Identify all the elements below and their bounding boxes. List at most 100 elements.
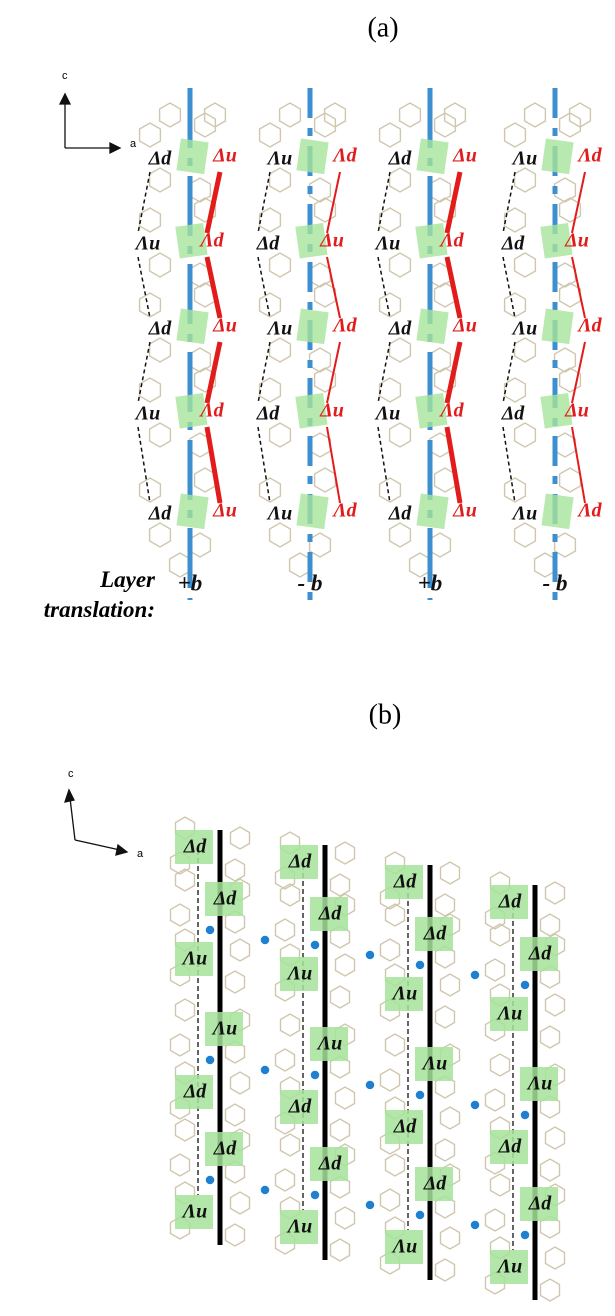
- ring: [150, 523, 171, 547]
- octahedron: [296, 309, 328, 345]
- link: [378, 172, 390, 233]
- label: Δu: [319, 230, 344, 252]
- ring: [176, 999, 195, 1021]
- ring: [505, 293, 526, 317]
- label: Λu: [526, 1073, 552, 1095]
- ring: [491, 924, 510, 946]
- label: Λd: [331, 500, 357, 522]
- label: Δd: [423, 1173, 448, 1195]
- ion: [520, 1230, 530, 1240]
- link: [207, 172, 220, 233]
- ring: [140, 293, 161, 317]
- ring: [270, 253, 291, 277]
- ion: [310, 1070, 320, 1080]
- ring: [546, 1247, 565, 1269]
- ring: [310, 263, 331, 287]
- label: Λu: [391, 1236, 417, 1258]
- link: [447, 427, 460, 503]
- ring: [380, 208, 401, 232]
- label: Δd: [423, 923, 448, 945]
- label: Δd: [256, 233, 281, 255]
- ion: [260, 1185, 270, 1195]
- label: Λu: [374, 403, 400, 425]
- ring: [150, 338, 171, 362]
- ring: [380, 378, 401, 402]
- label: Λd: [438, 230, 464, 252]
- label: Λd: [576, 315, 602, 337]
- label: Δd: [498, 891, 523, 913]
- ring: [260, 378, 281, 402]
- ring: [226, 1224, 245, 1246]
- ring: [430, 533, 451, 557]
- ring: [190, 348, 211, 372]
- ring: [486, 1209, 505, 1231]
- ring: [555, 263, 576, 287]
- label: Δd: [393, 871, 418, 893]
- octahedron: [176, 309, 208, 345]
- link: [447, 172, 460, 233]
- ring: [491, 1054, 510, 1076]
- ring: [390, 338, 411, 362]
- ring: [381, 1069, 400, 1091]
- label: Λu: [134, 403, 160, 425]
- ring: [150, 253, 171, 277]
- label: Λu: [511, 503, 537, 525]
- ring: [505, 123, 526, 147]
- axis-label: c: [68, 768, 74, 780]
- ring: [436, 894, 455, 916]
- label: Δd: [388, 503, 413, 525]
- label: Δu: [564, 400, 589, 422]
- label: Λu: [286, 1216, 312, 1238]
- ring: [441, 1107, 460, 1129]
- ring: [231, 1072, 250, 1094]
- ion: [365, 1200, 375, 1210]
- ring: [270, 523, 291, 547]
- ring: [315, 283, 336, 307]
- label: Δd: [528, 943, 553, 965]
- ion: [310, 940, 320, 950]
- ring: [160, 103, 181, 127]
- ring: [310, 178, 331, 202]
- ring: [140, 208, 161, 232]
- ring: [486, 1089, 505, 1111]
- ring: [281, 1014, 300, 1036]
- ion: [520, 980, 530, 990]
- label: Δu: [564, 230, 589, 252]
- ion: [470, 970, 480, 980]
- axis-label: a: [137, 848, 144, 860]
- link: [572, 427, 585, 503]
- octahedron: [296, 139, 328, 175]
- label: Λd: [576, 500, 602, 522]
- ring: [505, 208, 526, 232]
- link: [447, 342, 460, 403]
- ring: [390, 423, 411, 447]
- ring: [390, 523, 411, 547]
- ion: [260, 1065, 270, 1075]
- decoration: [140, 103, 591, 1301]
- link: [258, 172, 270, 233]
- ring: [441, 862, 460, 884]
- label: Δu: [212, 500, 237, 522]
- octahedron: [176, 139, 208, 175]
- panel-label: (b): [369, 699, 402, 730]
- ring: [176, 869, 195, 891]
- ion: [470, 1100, 480, 1110]
- ring: [555, 433, 576, 457]
- label: Δd: [393, 1116, 418, 1138]
- link: [258, 342, 270, 403]
- axis-label: c: [62, 70, 68, 82]
- ring: [546, 1127, 565, 1149]
- ring: [436, 1006, 455, 1028]
- ring: [546, 994, 565, 1016]
- ring: [390, 168, 411, 192]
- link: [447, 257, 460, 318]
- link: [207, 342, 220, 403]
- ring: [541, 1279, 560, 1301]
- ion: [415, 960, 425, 970]
- ring: [150, 423, 171, 447]
- ring: [541, 1159, 560, 1181]
- ring: [491, 1174, 510, 1196]
- ring: [190, 178, 211, 202]
- ring: [515, 168, 536, 192]
- label: Δd: [148, 148, 173, 170]
